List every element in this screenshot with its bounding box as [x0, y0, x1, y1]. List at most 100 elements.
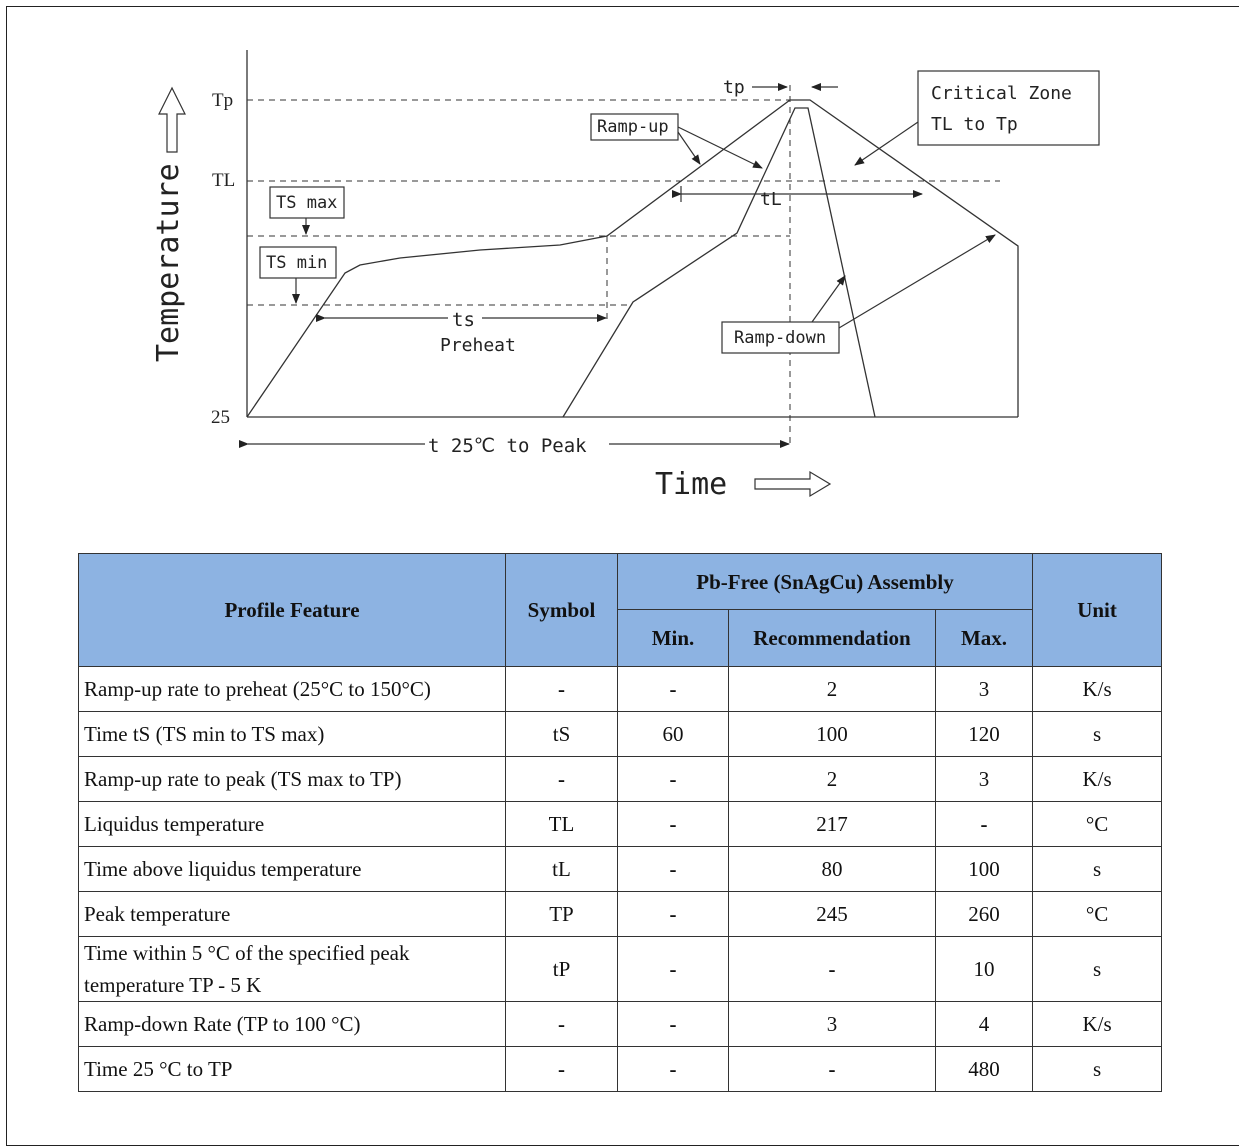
row-feature: Liquidus temperature	[78, 801, 506, 847]
row-unit: s	[1032, 846, 1163, 892]
row-symbol: TL	[505, 801, 618, 847]
row-recommendation: -	[728, 1046, 936, 1092]
ramp-down-arrow-2	[838, 234, 996, 329]
table-row: Liquidus temperature TL - 217 - °C	[78, 801, 1163, 847]
table-row: Time tS (TS min to TS max) tS 60 100 120…	[78, 711, 1163, 757]
t25-label-bg	[425, 432, 609, 456]
row-symbol: -	[505, 756, 618, 802]
row-feature: Peak temperature	[78, 891, 506, 937]
reflow-profile-diagram: Temperature Tp TL 25 TS max TS min ts Pr…	[151, 50, 1100, 502]
row-symbol: tS	[505, 711, 618, 757]
ramp-up-arrow-1	[677, 131, 701, 165]
table-row: Ramp-down Rate (TP to 100 °C) - - 3 4 K/…	[78, 1001, 1163, 1047]
critical-zone-line1: Critical Zone	[931, 83, 1072, 104]
row-unit: s	[1032, 1046, 1163, 1092]
row-recommendation: 245	[728, 891, 936, 937]
row-feature: Time 25 °C to TP	[78, 1046, 506, 1092]
row-min: -	[617, 666, 729, 712]
header-symbol: Symbol	[505, 553, 618, 667]
row-min: -	[617, 936, 729, 1002]
row-recommendation: 217	[728, 801, 936, 847]
row-min: -	[617, 1046, 729, 1092]
row-max: 100	[934, 846, 1034, 892]
y-axis-label: Temperature	[151, 163, 186, 362]
row-recommendation: 100	[728, 711, 936, 757]
ts-min-label: TS min	[266, 253, 327, 273]
critical-zone-line2: TL to Tp	[931, 114, 1018, 135]
row-recommendation: 2	[728, 666, 936, 712]
ts-label: ts	[452, 309, 475, 331]
header-unit: Unit	[1032, 553, 1163, 667]
row-max: 3	[934, 666, 1034, 712]
tl-label: tL	[760, 189, 782, 210]
row-recommendation: 80	[728, 846, 936, 892]
preheat-label: Preheat	[440, 335, 516, 356]
row-symbol: -	[505, 666, 618, 712]
row-symbol: tP	[505, 936, 618, 1002]
header-assembly: Pb-Free (SnAgCu) Assembly	[616, 553, 1034, 610]
row-unit: K/s	[1032, 1001, 1163, 1047]
row-symbol: tL	[505, 846, 618, 892]
t25-peak-label: t 25℃ to Peak	[428, 435, 587, 457]
row-unit: s	[1032, 711, 1163, 757]
row-recommendation: -	[728, 936, 936, 1002]
time-arrow-icon	[754, 470, 832, 498]
temperature-arrow-icon	[158, 86, 186, 153]
row-symbol: -	[505, 1001, 618, 1047]
row-feature: Ramp-up rate to peak (TS max to TP)	[78, 756, 506, 802]
ramp-up-arrow-2	[677, 126, 763, 169]
row-unit: °C	[1032, 891, 1163, 937]
ramp-down-box	[721, 321, 840, 354]
row-feature: Ramp-down Rate (TP to 100 °C)	[78, 1001, 506, 1047]
tick-25: 25	[211, 407, 230, 428]
x-axis-label: Time	[655, 467, 727, 502]
row-max: 10	[934, 936, 1034, 1002]
tick-tp: Tp	[212, 90, 233, 111]
tp-label: tp	[723, 77, 745, 98]
row-unit: °C	[1032, 801, 1163, 847]
row-max: 120	[934, 711, 1034, 757]
ts-min-box	[259, 246, 337, 279]
row-min: -	[617, 846, 729, 892]
profile-curves	[246, 99, 1019, 418]
ramp-down-label: Ramp-down	[734, 328, 826, 348]
row-max: 4	[934, 1001, 1034, 1047]
tick-tl: TL	[212, 170, 235, 191]
ramp-down-arrow-1	[811, 275, 846, 323]
reference-lines	[247, 85, 1000, 448]
row-recommendation: 2	[728, 756, 936, 802]
row-symbol: TP	[505, 891, 618, 937]
header-min: Min.	[617, 609, 729, 667]
table-row: Ramp-up rate to preheat (25°C to 150°C) …	[78, 666, 1163, 712]
critical-zone-arrow	[854, 121, 919, 166]
ts-max-box	[269, 186, 345, 219]
row-min: 60	[617, 711, 729, 757]
row-unit: s	[1032, 936, 1163, 1002]
table-row: Time 25 °C to TP - - - 480 s	[78, 1046, 1163, 1092]
reflow-spec-table: Profile Feature Symbol Pb-Free (SnAgCu) …	[78, 553, 1163, 1092]
critical-zone-box	[917, 70, 1100, 146]
row-unit: K/s	[1032, 756, 1163, 802]
row-max: -	[934, 801, 1034, 847]
ts-max-label: TS max	[276, 193, 337, 213]
table-row: Ramp-up rate to peak (TS max to TP) - - …	[78, 756, 1163, 802]
row-symbol: -	[505, 1046, 618, 1092]
row-min: -	[617, 801, 729, 847]
row-min: -	[617, 891, 729, 937]
row-recommendation: 3	[728, 1001, 936, 1047]
row-max: 3	[934, 756, 1034, 802]
table-row: Time within 5 °C of the specified peak t…	[78, 936, 1163, 1002]
row-feature: Ramp-up rate to preheat (25°C to 150°C)	[78, 666, 506, 712]
header-profile-feature: Profile Feature	[78, 553, 506, 667]
row-max: 260	[934, 891, 1034, 937]
row-feature: Time within 5 °C of the specified peak t…	[78, 936, 506, 1002]
row-feature: Time tS (TS min to TS max)	[78, 711, 506, 757]
row-max: 480	[934, 1046, 1034, 1092]
row-min: -	[617, 756, 729, 802]
table-row: Peak temperature TP - 245 260 °C	[78, 891, 1163, 937]
row-unit: K/s	[1032, 666, 1163, 712]
ts-label-bg	[448, 306, 482, 328]
header-recommendation: Recommendation	[728, 609, 936, 667]
row-feature: Time above liquidus temperature	[78, 846, 506, 892]
ramp-up-label: Ramp-up	[597, 117, 669, 137]
